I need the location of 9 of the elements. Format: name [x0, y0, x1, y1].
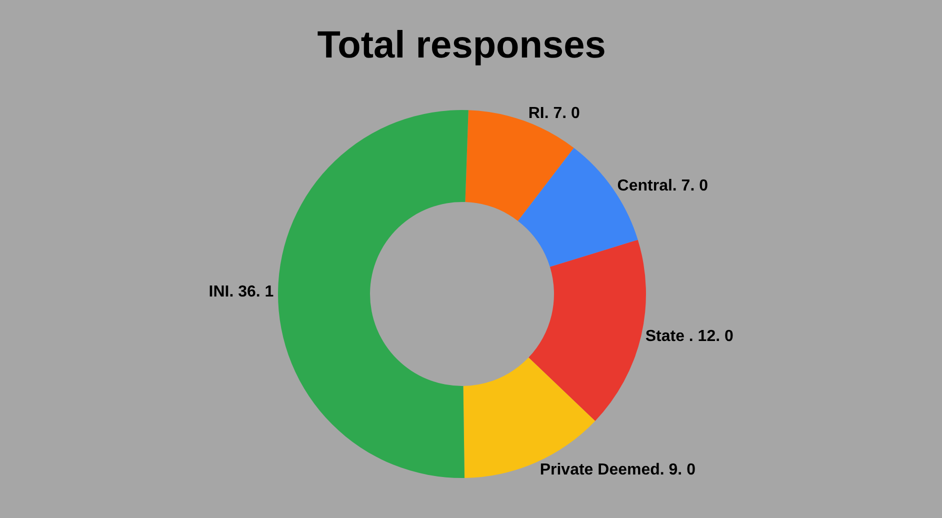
- donut-slice: [463, 358, 596, 478]
- slice-label: RI. 7. 0: [528, 104, 580, 122]
- donut-slice: [278, 110, 468, 478]
- slice-label: State . 12. 0: [645, 328, 734, 346]
- slice-label: Private Deemed. 9. 0: [540, 461, 696, 478]
- slice-label: INI. 36. 1: [208, 284, 274, 301]
- chart-title: Total responses: [317, 24, 606, 67]
- donut-slice: [528, 240, 646, 421]
- slice-label: Central. 7. 0: [617, 178, 708, 195]
